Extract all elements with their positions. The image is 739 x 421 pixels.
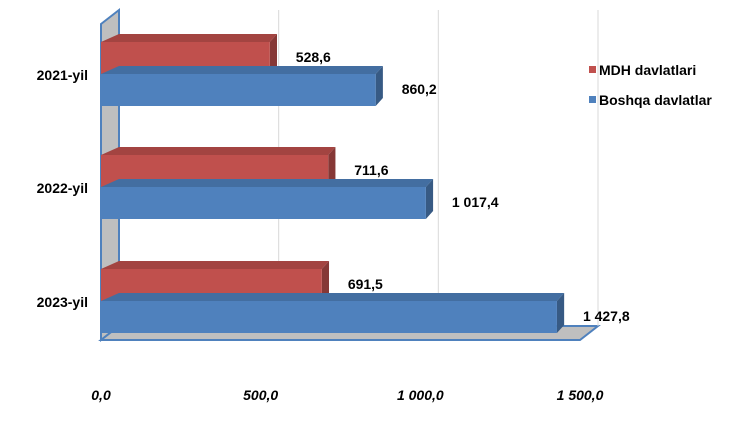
x-tick-labels: 0,0 500,0 1 000,0 1 500,0 <box>91 387 603 403</box>
data-labels: 528,6 860,2 711,6 1 017,4 691,5 1 427,8 <box>296 49 630 324</box>
legend-label: MDH davlatlari <box>599 62 696 78</box>
bar <box>101 66 383 106</box>
bar-front <box>101 187 426 219</box>
x-tick-label: 1 500,0 <box>557 387 604 403</box>
bar-side <box>321 261 330 301</box>
legend-swatch <box>589 66 596 73</box>
bar-top <box>101 179 434 187</box>
data-label: 528,6 <box>296 49 331 65</box>
bar-top <box>101 147 336 155</box>
bar-side <box>328 147 336 187</box>
legend: MDH davlatlari Boshqa davlatlar <box>589 62 712 108</box>
data-label: 1 017,4 <box>452 194 499 210</box>
category-label: 2022-yil <box>37 180 88 196</box>
data-label: 691,5 <box>348 276 383 292</box>
data-label: 1 427,8 <box>583 308 630 324</box>
bar-side <box>375 66 383 106</box>
bar-side <box>425 179 434 219</box>
bar <box>101 179 434 219</box>
x-tick-label: 500,0 <box>243 387 278 403</box>
x-tick-label: 1 000,0 <box>397 387 444 403</box>
bar-top <box>101 34 277 42</box>
category-label: 2023-yil <box>37 294 88 310</box>
data-label: 860,2 <box>402 81 437 97</box>
bar-front <box>101 74 376 106</box>
legend-label: Boshqa davlatlar <box>599 92 712 108</box>
data-label: 711,6 <box>354 162 388 178</box>
category-label: 2021-yil <box>37 67 88 83</box>
bar-side <box>269 34 277 74</box>
x-tick-label: 0,0 <box>91 387 111 403</box>
bar-top <box>101 66 383 74</box>
bar <box>101 293 565 333</box>
bars <box>101 34 565 333</box>
category-labels: 2021-yil 2022-yil 2023-yil <box>37 67 88 310</box>
bar-side <box>556 293 565 333</box>
legend-swatch <box>589 96 596 103</box>
bar-top <box>101 293 565 301</box>
bar-top <box>101 261 330 269</box>
bar-front <box>101 301 557 333</box>
